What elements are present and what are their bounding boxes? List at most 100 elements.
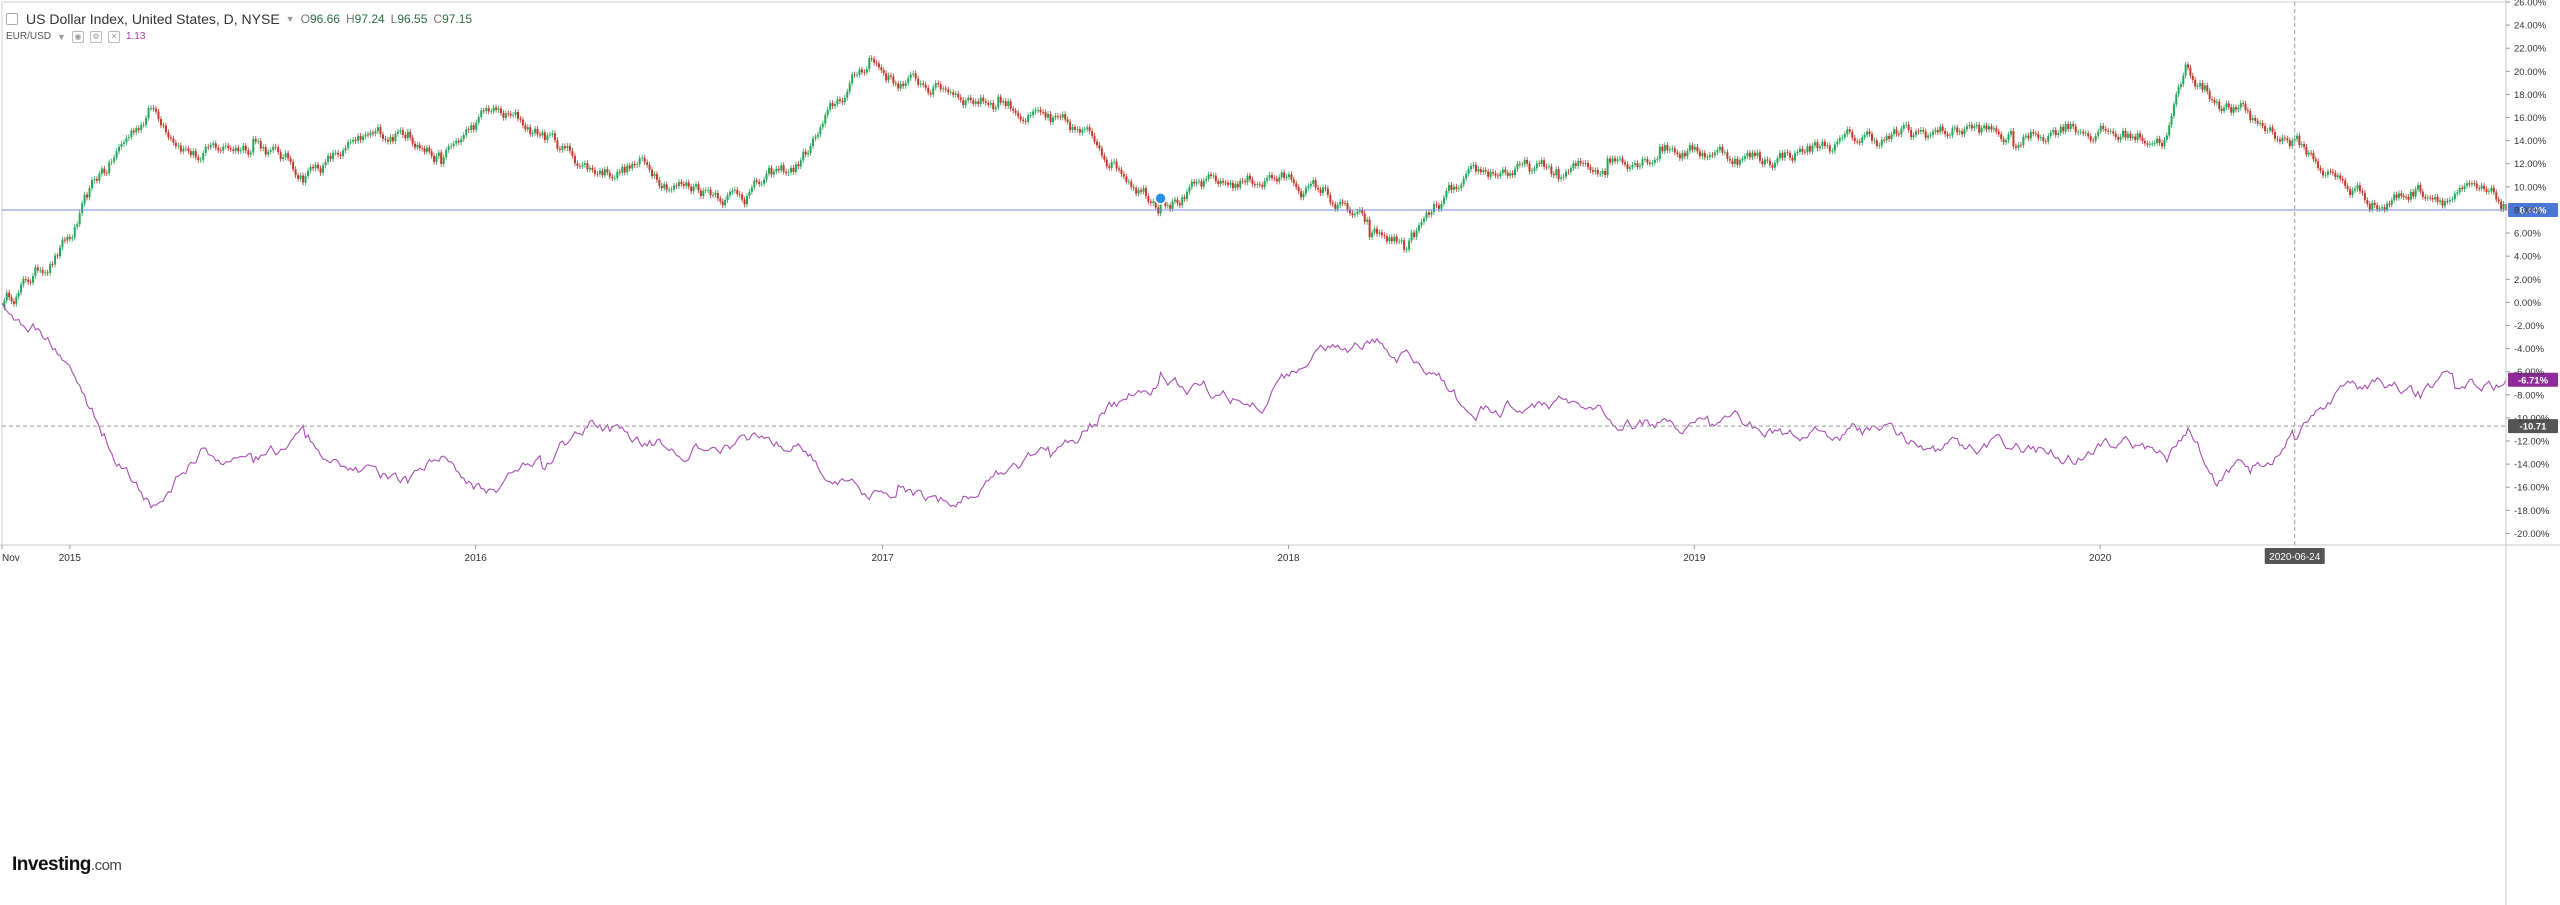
candle-body: [204, 146, 207, 154]
usd-candle: [1538, 160, 1541, 167]
candle-body: [115, 151, 118, 158]
candle-body: [1678, 154, 1681, 159]
candle-body: [2072, 124, 2075, 127]
usd-candle: [1706, 154, 1709, 161]
usd-candle: [1135, 185, 1138, 197]
candle-body: [856, 74, 859, 76]
usd-candle: [1582, 160, 1585, 167]
usd-candle: [1619, 155, 1622, 163]
close-icon[interactable]: ✕: [107, 31, 120, 43]
candle-body: [2366, 200, 2369, 204]
usd-candle: [1856, 138, 1859, 145]
candle-body: [812, 138, 815, 146]
candle-body: [1479, 169, 1482, 173]
compare-symbol[interactable]: EUR/USD: [6, 31, 52, 42]
candle-body: [1110, 162, 1113, 168]
usd-candle: [1258, 181, 1261, 188]
usd-candle: [1985, 122, 1988, 133]
usd-candle: [1118, 165, 1121, 173]
usd-candle: [189, 148, 192, 158]
x-tick-label: 2018: [1277, 553, 1300, 564]
usd-candle: [1616, 156, 1619, 165]
candle-body: [1624, 162, 1627, 165]
candle-body: [1838, 138, 1841, 142]
usd-candle: [2470, 180, 2473, 188]
candle-body: [2000, 134, 2003, 140]
candle-body: [457, 140, 460, 143]
candle-body: [1467, 169, 1470, 174]
usd-candle: [247, 147, 250, 158]
candle-body: [118, 146, 121, 152]
usd-candle: [807, 150, 810, 158]
usd-candle: [2485, 186, 2488, 195]
usd-candle: [1965, 123, 1968, 133]
candle-body: [477, 116, 480, 123]
candle-body: [1331, 202, 1334, 205]
usd-candle: [100, 165, 103, 177]
usd-candle: [1388, 234, 1391, 245]
usd-candle: [957, 90, 960, 101]
usd-candle: [1214, 172, 1217, 185]
candle-body: [76, 224, 79, 227]
usd-candle: [1893, 126, 1896, 138]
usd-candle: [2246, 107, 2249, 114]
usd-candle: [909, 71, 912, 82]
candle-body: [1336, 205, 1339, 209]
candle-body: [873, 58, 876, 63]
candle-body: [541, 132, 544, 136]
settings-icon[interactable]: ⚙: [89, 31, 102, 43]
candle-body: [2397, 193, 2400, 198]
candle-body: [12, 301, 15, 304]
usd-candle: [608, 169, 611, 180]
candle-body: [279, 152, 282, 159]
symbol-title[interactable]: US Dollar Index, United States, D, NYSE: [26, 10, 280, 27]
candle-body: [929, 92, 932, 95]
usd-candle: [1587, 160, 1590, 171]
candle-body: [1866, 131, 1869, 136]
usd-candle: [435, 153, 438, 165]
usd-candle: [2480, 182, 2483, 192]
candle-body: [2022, 136, 2025, 146]
candle-body: [376, 127, 379, 132]
usd-candle: [1853, 134, 1856, 145]
usd-candle: [942, 85, 945, 93]
candle-body: [274, 146, 277, 148]
candle-body: [2237, 107, 2240, 110]
candle-body: [17, 292, 20, 297]
usd-candle: [531, 130, 534, 137]
candle-body: [1683, 152, 1686, 157]
candle-body: [2358, 185, 2361, 192]
usd-candle: [2495, 189, 2498, 203]
usd-candle: [1788, 149, 1791, 161]
candle-body: [2005, 140, 2008, 143]
candle-body: [977, 101, 980, 105]
candle-body: [1095, 141, 1098, 146]
candle-body: [2351, 190, 2354, 195]
usd-candle: [1939, 123, 1942, 136]
candle-body: [1149, 201, 1152, 203]
usd-candle: [297, 172, 300, 182]
collapse-icon[interactable]: [6, 12, 18, 25]
usd-candle: [509, 110, 512, 119]
candle-body: [1181, 197, 1184, 206]
candle-body: [440, 152, 443, 164]
usd-candle: [912, 70, 915, 78]
usd-candle: [1236, 180, 1239, 191]
candle-body: [1029, 115, 1032, 116]
chevron-down-icon[interactable]: ▼: [57, 32, 66, 42]
usd-candle: [2114, 130, 2117, 141]
usd-candle: [1978, 121, 1981, 136]
candle-body: [1763, 159, 1766, 165]
usd-candle: [1931, 128, 1934, 138]
candle-body: [2119, 136, 2122, 140]
candle-body: [2466, 183, 2469, 186]
usd-candle: [1866, 128, 1869, 138]
eye-icon[interactable]: ◉: [71, 31, 84, 43]
candle-body: [1154, 201, 1157, 208]
usd-candle: [367, 131, 370, 138]
usd-candle: [2492, 184, 2495, 196]
chevron-down-icon[interactable]: ▼: [285, 13, 295, 24]
usd-candle: [2314, 156, 2317, 165]
candle-body: [1137, 190, 1140, 194]
